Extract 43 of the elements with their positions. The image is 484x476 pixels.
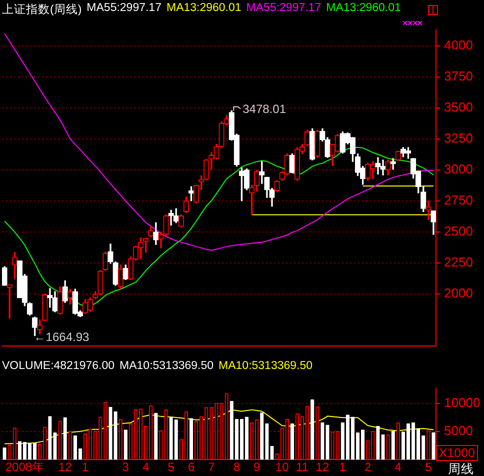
y-axis-title: X1000 — [436, 445, 478, 461]
y-tick-label: 2250 — [444, 254, 473, 270]
x-tick-label: 4 — [394, 460, 402, 474]
annotation: ←1664.93 — [34, 330, 90, 344]
text: MA10:5313369.50 — [120, 360, 214, 372]
y-tick-label: 5000 — [444, 423, 473, 438]
y-tick-label: 3500 — [444, 100, 473, 115]
chart-title: 上证指数(周线) — [2, 2, 82, 17]
candlestick — [6, 284, 12, 318]
x-tick-label: 5 — [168, 460, 175, 474]
y-tick-label: 3000 — [444, 162, 473, 177]
x-tick-label: 7 — [208, 460, 216, 474]
x-tick-label: 2008年 — [5, 460, 44, 474]
y-tick-label: 2000 — [444, 286, 473, 301]
y-tick-label: 3750 — [444, 68, 473, 84]
x-tick-label: 12 — [316, 460, 330, 474]
x-tick-label: 6 — [188, 460, 195, 474]
x-tick-label: 10 — [275, 460, 290, 474]
text: MA55:2997.17 — [86, 2, 162, 16]
text: MA10:5313369.50 — [218, 360, 313, 372]
x-tick-label: 11 — [296, 460, 309, 474]
x-tick-label: 1 — [339, 460, 346, 474]
y-tick-label: 3250 — [444, 130, 473, 146]
x-tick-label: 3 — [122, 460, 130, 474]
text: VOLUME:4821976.00 — [2, 360, 115, 372]
y-tick-label: 2750 — [444, 192, 473, 208]
x-tick-label: 1 — [82, 460, 89, 474]
x-tick-label: 8 — [233, 460, 240, 474]
text: MA55:2997.17 — [246, 2, 322, 16]
x-tick-label: 12 — [58, 460, 72, 474]
annotation: 3478.01 — [242, 102, 286, 116]
x-tick-label: 9 — [254, 460, 261, 474]
y-tick-label: 10000 — [444, 395, 480, 410]
x-tick-label: 4 — [142, 460, 150, 474]
candlestick — [375, 157, 381, 174]
text: MA13:2960.01 — [166, 2, 242, 16]
text: MA13:2960.01 — [326, 2, 401, 16]
x-axis-title: 周线 — [448, 461, 474, 476]
y-tick-label: 4000 — [444, 38, 473, 53]
x-tick-label: 5 — [425, 460, 432, 474]
y-tick-label: 2500 — [444, 224, 473, 239]
candlestick — [426, 200, 432, 220]
x-tick-label: 2 — [364, 460, 372, 474]
